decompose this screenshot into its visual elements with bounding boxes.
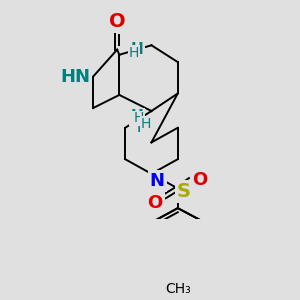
Text: O: O [192, 171, 207, 189]
Text: H: H [130, 42, 143, 57]
Text: HN: HN [61, 68, 91, 86]
Text: O: O [109, 12, 125, 32]
Text: H: H [130, 109, 143, 124]
Text: O: O [148, 194, 163, 212]
Text: H: H [133, 111, 143, 125]
Text: N: N [150, 172, 165, 190]
Text: S: S [177, 182, 190, 201]
Text: H: H [140, 117, 151, 131]
Text: CH₃: CH₃ [165, 282, 190, 296]
Text: H: H [129, 46, 139, 60]
Text: H: H [136, 120, 149, 135]
